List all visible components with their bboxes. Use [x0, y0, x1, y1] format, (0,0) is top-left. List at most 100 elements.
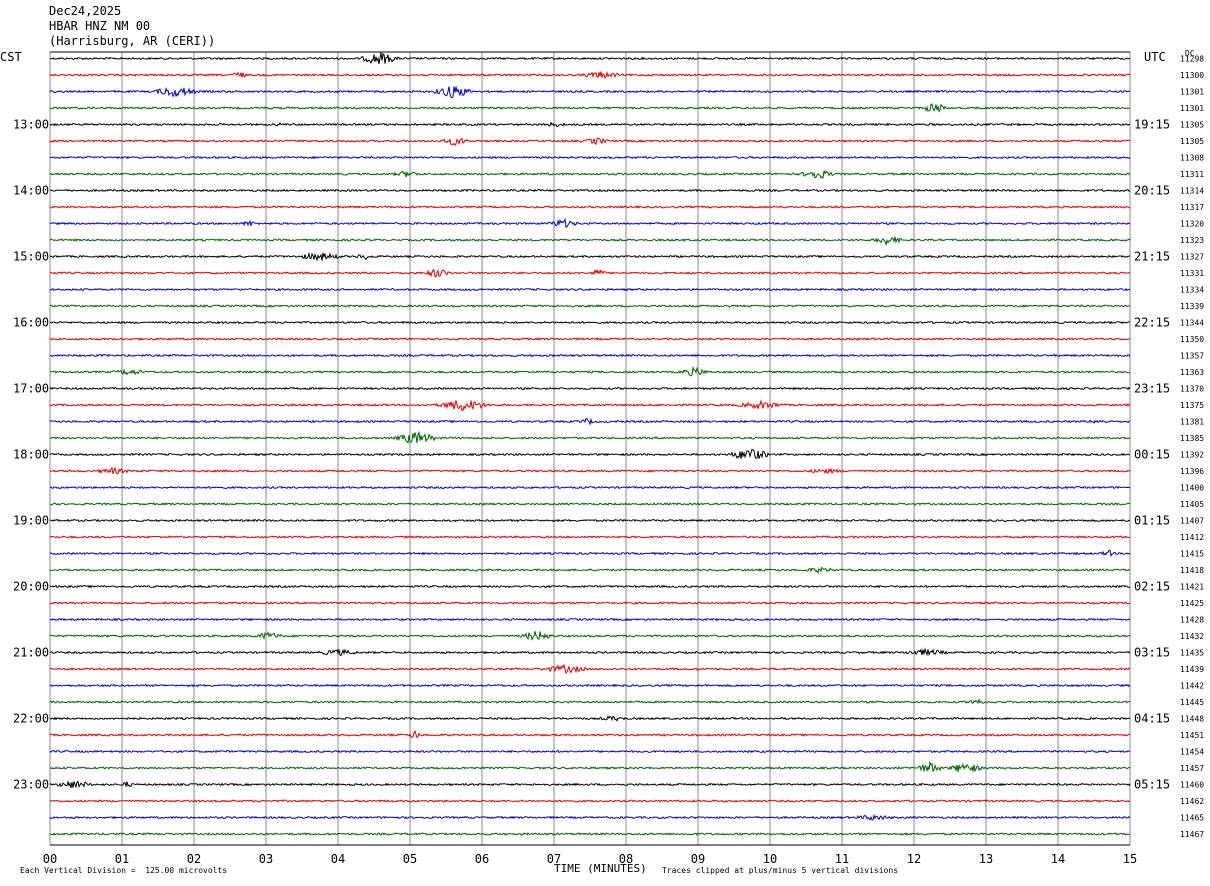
trace-line: [49, 205, 1130, 209]
left-hour-label: 20:00: [13, 580, 49, 594]
dc-offset-label: 11334: [1180, 286, 1204, 295]
dc-offset-label: 11418: [1180, 566, 1204, 575]
dc-offset-label: 11323: [1180, 236, 1204, 245]
trace-line: [49, 103, 1131, 113]
trace-line: [49, 430, 1131, 444]
x-tick-label: 05: [403, 852, 417, 866]
trace-line: [49, 549, 1131, 557]
left-hour-label: 19:00: [13, 514, 49, 528]
x-tick-label: 01: [115, 852, 129, 866]
dc-offset-label: 11467: [1180, 830, 1204, 839]
dc-offset-label: 11301: [1180, 104, 1204, 113]
trace-line: [49, 832, 1131, 836]
right-hour-label: 01:15: [1134, 514, 1170, 528]
dc-offset-label: 11460: [1180, 781, 1204, 790]
dc-offset-label: 11300: [1180, 71, 1204, 80]
dc-offset-label: 11357: [1180, 352, 1204, 361]
clip-note: Traces clipped at plus/minus 5 vertical …: [662, 866, 899, 875]
trace-line: [49, 155, 1131, 160]
x-tick-label: 07: [547, 852, 561, 866]
x-tick-label: 15: [1123, 852, 1137, 866]
dc-offset-label: 11448: [1180, 715, 1204, 724]
dc-offset-label: 11305: [1180, 121, 1204, 130]
dc-offset-label: 11370: [1180, 385, 1204, 394]
x-tick-label: 08: [619, 852, 633, 866]
trace-line: [49, 631, 1131, 641]
header-date: Dec24,2025: [49, 4, 122, 18]
dc-offset-label: 11428: [1180, 616, 1204, 625]
left-hour-label: 13:00: [13, 118, 49, 132]
header-location: (Harrisburg, AR (CERI)): [49, 34, 216, 48]
right-hour-label: 19:15: [1134, 118, 1170, 132]
trace-line: [49, 70, 1131, 80]
trace-line: [49, 121, 1131, 128]
trace-line: [49, 386, 1131, 391]
left-hour-label: 15:00: [13, 250, 49, 264]
dc-offset-label: 11327: [1180, 253, 1204, 262]
right-hour-label: 04:15: [1134, 712, 1170, 726]
right-hour-label: 05:15: [1134, 778, 1170, 792]
trace-line: [49, 236, 1131, 247]
trace-line: [49, 365, 1131, 377]
left-hour-label: 22:00: [13, 712, 49, 726]
right-hour-label: 00:15: [1134, 448, 1170, 462]
trace-line: [49, 698, 1131, 705]
trace-line: [49, 268, 1131, 278]
left-hour-label: 18:00: [13, 448, 49, 462]
dc-offset-label: 11465: [1180, 814, 1204, 823]
trace-line: [49, 780, 1131, 789]
trace-line: [49, 320, 1131, 325]
trace-line: [49, 137, 1131, 146]
right-hour-label: 22:15: [1134, 316, 1170, 330]
x-tick-label: 09: [691, 852, 705, 866]
trace-line: [49, 601, 1131, 605]
dc-offset-label: 11308: [1180, 154, 1204, 163]
right-hour-label: 21:15: [1134, 250, 1170, 264]
right-timezone-label: UTC: [1144, 50, 1166, 64]
dc-offset-label: 11442: [1180, 682, 1204, 691]
x-tick-label: 00: [43, 852, 57, 866]
dc-offset-label: 11339: [1180, 302, 1204, 311]
dc-offset-label: 11445: [1180, 698, 1204, 707]
trace-line: [49, 52, 1131, 65]
trace-line: [49, 304, 1131, 308]
dc-offset-label: 11432: [1180, 632, 1204, 641]
dc-offset-label: 11381: [1180, 418, 1204, 427]
dc-offset-label: 11314: [1180, 187, 1204, 196]
trace-line: [49, 86, 1131, 99]
x-tick-label: 04: [331, 852, 345, 866]
trace-line: [49, 485, 1131, 490]
trace-line: [49, 448, 1131, 459]
trace-line: [49, 337, 1131, 341]
x-tick-label: 03: [259, 852, 273, 866]
x-tick-label: 13: [979, 852, 993, 866]
dc-offset-label: 11405: [1180, 500, 1204, 509]
x-tick-label: 10: [763, 852, 777, 866]
dc-offset-label: 11421: [1180, 583, 1204, 592]
dc-offset-label: 11298: [1180, 55, 1204, 64]
dc-offset-label: 11400: [1180, 484, 1204, 493]
dc-offset-label: 11396: [1180, 467, 1204, 476]
dc-offset-label: 11435: [1180, 649, 1204, 658]
x-tick-label: 11: [835, 852, 849, 866]
trace-line: [49, 663, 1131, 675]
left-hour-label: 14:00: [13, 184, 49, 198]
dc-offset-label: 11392: [1180, 451, 1204, 460]
dc-offset-label: 11363: [1180, 368, 1204, 377]
right-hour-label: 20:15: [1134, 184, 1170, 198]
trace-line: [49, 251, 1131, 261]
dc-label: DC: [1185, 49, 1195, 58]
trace-line: [49, 417, 1131, 426]
trace-line: [49, 584, 1131, 589]
vertical-division-note: Each Vertical Division = 125.00 microvol…: [20, 866, 228, 875]
dc-offset-label: 11415: [1180, 550, 1204, 559]
dc-offset-label: 11317: [1180, 203, 1204, 212]
dc-offset-label: 11311: [1180, 170, 1204, 179]
dc-offset-label: 11439: [1180, 665, 1204, 674]
trace-line: [49, 813, 1131, 821]
left-hour-label: 17:00: [13, 382, 49, 396]
dc-offset-label: 11375: [1180, 401, 1204, 410]
right-hour-label: 03:15: [1134, 646, 1170, 660]
dc-offset-label: 11462: [1180, 797, 1204, 806]
trace-line: [49, 217, 1131, 228]
